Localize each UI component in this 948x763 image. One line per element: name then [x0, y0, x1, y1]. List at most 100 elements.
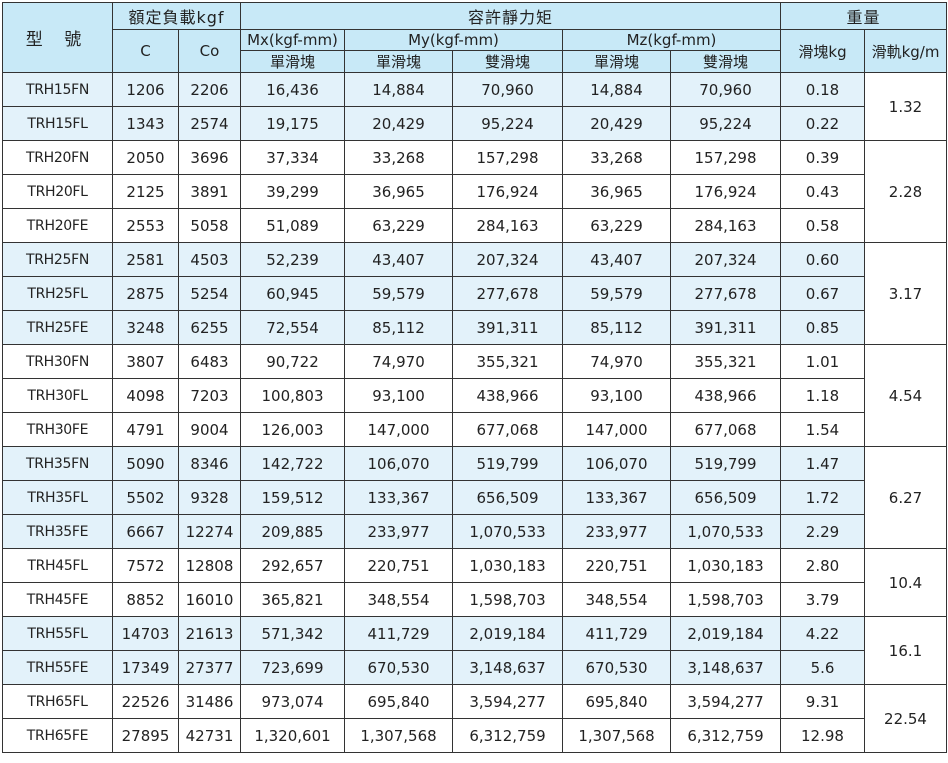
mz-single-cell: 670,530	[562, 650, 671, 685]
mz-single-block-header: 單滑塊	[562, 50, 671, 73]
c-cell: 6667	[112, 514, 179, 549]
mz-double-cell: 3,148,637	[670, 650, 781, 685]
model-cell: TRH20FN	[2, 140, 113, 175]
mx-cell: 723,699	[240, 650, 345, 685]
mz-single-cell: 106,070	[562, 446, 671, 481]
mz-single-cell: 20,429	[562, 106, 671, 141]
rail-weight-cell: 4.54	[863, 344, 948, 447]
mz-double-cell: 1,598,703	[670, 582, 781, 617]
co-header: Co	[178, 29, 241, 73]
table-row: TRH65FE 27895 42731 1,320,601 1,307,568 6,312…	[2, 718, 947, 753]
model-cell: TRH35FL	[2, 480, 113, 515]
my-double-cell: 284,163	[452, 208, 563, 243]
table-row: TRH25FE 3248 6255 72,554 85,112 391,311 85,112…	[2, 310, 947, 345]
mz-double-cell: 3,594,277	[670, 684, 781, 719]
rail-weight-cell: 22.54	[863, 684, 948, 753]
mz-single-cell: 348,554	[562, 582, 671, 617]
mz-double-cell: 176,924	[670, 174, 781, 209]
my-single-cell: 59,579	[344, 276, 453, 311]
model-cell: TRH45FE	[2, 582, 113, 617]
my-single-cell: 14,884	[344, 72, 453, 107]
mz-double-cell: 2,019,184	[670, 616, 781, 651]
my-single-cell: 33,268	[344, 140, 453, 175]
block-weight-cell: 0.18	[780, 72, 865, 107]
mz-single-cell: 14,884	[562, 72, 671, 107]
co-cell: 5058	[178, 208, 241, 243]
table-row: TRH20FL 2125 3891 39,299 36,965 176,924 36,965…	[2, 174, 947, 209]
mz-single-cell: 93,100	[562, 378, 671, 413]
mz-double-cell: 355,321	[670, 344, 781, 379]
table-row: TRH25FN 2581 4503 52,239 43,407 207,324 43,407…	[2, 242, 948, 345]
c-cell: 1206	[112, 72, 179, 107]
mx-cell: 100,803	[240, 378, 345, 413]
model-cell: TRH55FL	[2, 616, 113, 651]
my-double-cell: 656,509	[452, 480, 563, 515]
my-double-cell: 519,799	[452, 446, 563, 481]
my-double-cell: 355,321	[452, 344, 563, 379]
table-row: TRH30FL 4098 7203 100,803 93,100 438,966 93,10…	[2, 378, 947, 413]
mx-cell: 365,821	[240, 582, 345, 617]
mz-double-cell: 1,070,533	[670, 514, 781, 549]
my-double-cell: 176,924	[452, 174, 563, 209]
c-cell: 5090	[112, 446, 179, 481]
block-weight-cell: 0.39	[780, 140, 865, 175]
c-cell: 3248	[112, 310, 179, 345]
my-single-block-header: 單滑塊	[344, 50, 453, 73]
co-cell: 5254	[178, 276, 241, 311]
block-weight-cell: 0.22	[780, 106, 865, 141]
mx-cell: 37,334	[240, 140, 345, 175]
c-header: C	[112, 29, 179, 73]
co-cell: 8346	[178, 446, 241, 481]
c-cell: 27895	[112, 718, 179, 753]
co-cell: 21613	[178, 616, 241, 651]
my-single-cell: 348,554	[344, 582, 453, 617]
c-cell: 2050	[112, 140, 179, 175]
mz-single-cell: 695,840	[562, 684, 671, 719]
my-double-cell: 207,324	[452, 242, 563, 277]
mz-single-cell: 133,367	[562, 480, 671, 515]
c-cell: 3807	[112, 344, 179, 379]
c-cell: 1343	[112, 106, 179, 141]
block-weight-header: 滑塊kg	[780, 29, 865, 73]
c-cell: 5502	[112, 480, 179, 515]
mx-cell: 72,554	[240, 310, 345, 345]
mz-single-cell: 59,579	[562, 276, 671, 311]
block-weight-cell: 2.29	[780, 514, 865, 549]
block-weight-cell: 1.47	[780, 446, 865, 481]
c-cell: 2875	[112, 276, 179, 311]
my-double-block-header: 雙滑塊	[452, 50, 563, 73]
mz-double-cell: 391,311	[670, 310, 781, 345]
rail-weight-cell: 2.28	[863, 140, 948, 243]
model-cell: TRH25FN	[2, 242, 113, 277]
my-double-cell: 70,960	[452, 72, 563, 107]
mx-cell: 16,436	[240, 72, 345, 107]
model-cell: TRH20FE	[2, 208, 113, 243]
table-row: TRH45FE 8852 16010 365,821 348,554 1,598,703 3…	[2, 582, 947, 617]
c-cell: 2581	[112, 242, 179, 277]
model-cell: TRH35FN	[2, 446, 113, 481]
c-cell: 14703	[112, 616, 179, 651]
my-double-cell: 277,678	[452, 276, 563, 311]
block-weight-cell: 1.54	[780, 412, 865, 447]
co-cell: 12274	[178, 514, 241, 549]
block-weight-cell: 0.60	[780, 242, 865, 277]
rail-weight-cell: 6.27	[863, 446, 948, 549]
block-weight-cell: 1.01	[780, 344, 865, 379]
model-cell: TRH30FE	[2, 412, 113, 447]
my-double-cell: 1,070,533	[452, 514, 563, 549]
my-single-cell: 36,965	[344, 174, 453, 209]
mz-double-block-header: 雙滑塊	[670, 50, 781, 73]
my-double-cell: 438,966	[452, 378, 563, 413]
table-row: TRH55FE 17349 27377 723,699 670,530 3,148,637…	[2, 650, 947, 685]
table-row: TRH15FL 1343 2574 19,175 20,429 95,224 20,429 9…	[2, 106, 947, 141]
mz-double-cell: 207,324	[670, 242, 781, 277]
mz-single-cell: 36,965	[562, 174, 671, 209]
table-row: TRH15FN 1206 2206 16,436 14,884 70,960 14,884 7…	[2, 72, 948, 141]
c-cell: 4098	[112, 378, 179, 413]
table-row: TRH35FL 5502 9328 159,512 133,367 656,509 133,…	[2, 480, 947, 515]
my-double-cell: 1,598,703	[452, 582, 563, 617]
co-cell: 6483	[178, 344, 241, 379]
mx-single-block-header: 單滑塊	[240, 50, 345, 73]
my-single-cell: 93,100	[344, 378, 453, 413]
